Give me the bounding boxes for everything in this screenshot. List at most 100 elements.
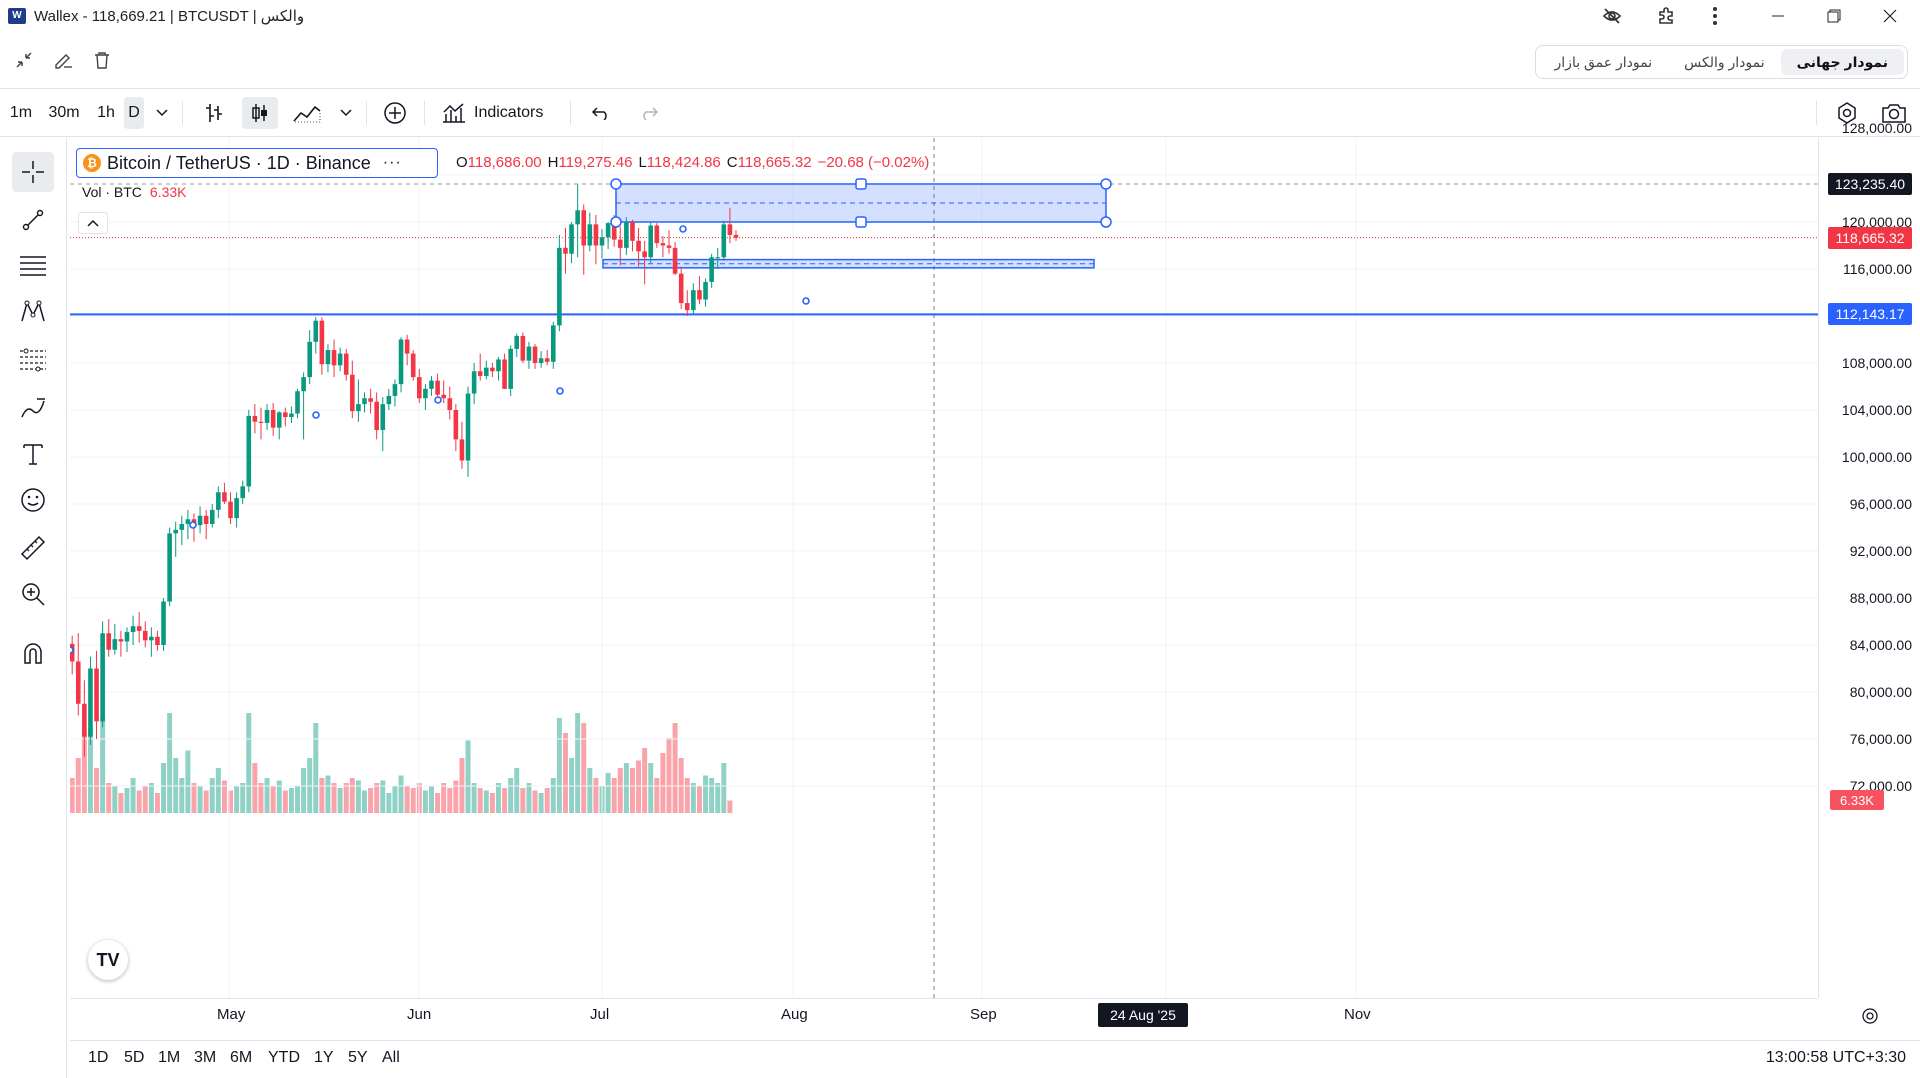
low-key: L <box>638 154 647 171</box>
volume-bar <box>435 793 441 813</box>
candle <box>209 509 215 524</box>
magnet-icon[interactable] <box>12 634 54 674</box>
eye-off-icon[interactable] <box>1600 4 1624 28</box>
candle <box>557 247 562 326</box>
close-button[interactable] <box>1860 0 1920 32</box>
volume-bar <box>258 783 264 813</box>
prediction-tools-icon[interactable] <box>12 340 54 380</box>
redo-icon[interactable] <box>634 97 664 129</box>
candle <box>429 380 434 389</box>
collapse-icon[interactable] <box>12 48 36 72</box>
camera-icon[interactable] <box>1876 97 1912 129</box>
crosshair-time-badge: 24 Aug '25 <box>1098 1003 1188 1027</box>
drawing-handles[interactable] <box>610 178 1112 228</box>
trash-icon[interactable] <box>90 48 114 72</box>
volume-bar <box>374 783 380 813</box>
volume-bar <box>575 713 581 813</box>
candle <box>130 626 136 633</box>
price-label: 120,000.00 <box>1841 214 1912 230</box>
range-5d[interactable]: 5D <box>124 1049 145 1066</box>
drawing-handle[interactable] <box>1100 216 1112 228</box>
range-1y[interactable]: 1Y <box>314 1049 334 1066</box>
ruler-icon[interactable] <box>12 528 54 568</box>
minimize-button[interactable] <box>1748 0 1808 32</box>
chart-type-chevron-icon[interactable] <box>334 97 358 129</box>
drawing-handle[interactable] <box>855 178 867 190</box>
volume-bar <box>215 768 221 813</box>
range-1d[interactable]: 1D <box>88 1049 109 1066</box>
compare-add-icon[interactable] <box>380 97 410 129</box>
restore-button[interactable] <box>1804 0 1864 32</box>
candle <box>307 341 312 378</box>
candle <box>484 367 489 376</box>
volume-bar <box>191 783 197 813</box>
chart-canvas[interactable] <box>70 138 1818 998</box>
interval-1h[interactable]: 1h <box>97 104 115 121</box>
range-6m[interactable]: 6M <box>230 1049 253 1066</box>
volume-bar <box>477 788 483 813</box>
drawing-handle[interactable] <box>855 216 867 228</box>
volume-value: 6.33K <box>149 184 187 200</box>
tradingview-logo[interactable]: TV <box>88 940 128 980</box>
candle <box>216 492 221 510</box>
emoji-icon[interactable] <box>12 480 54 520</box>
range-ytd[interactable]: YTD <box>268 1049 300 1066</box>
volume-bar <box>581 723 587 813</box>
drawing-handle[interactable] <box>610 216 622 228</box>
drawing-handle[interactable] <box>1100 178 1112 190</box>
volume-bar <box>447 788 453 813</box>
drawings-visibility-icon[interactable] <box>52 48 76 72</box>
interval-dropdown-chevron-icon[interactable] <box>150 97 174 129</box>
candle <box>234 498 239 519</box>
fib-retracement-icon[interactable] <box>12 246 54 286</box>
settings-gear-icon[interactable] <box>1830 97 1864 129</box>
trendline-icon[interactable] <box>12 200 54 240</box>
symbol-legend[interactable]: ₿ Bitcoin / TetherUS · 1D · Binance ··· <box>76 148 438 178</box>
undo-icon[interactable] <box>586 97 616 129</box>
indicators-button[interactable]: Indicators <box>474 104 544 121</box>
zoom-in-icon[interactable] <box>12 574 54 614</box>
brush-icon[interactable] <box>12 388 54 428</box>
candle <box>203 515 209 524</box>
interval-30m[interactable]: 30m <box>48 104 80 121</box>
extension-icon[interactable] <box>1654 4 1678 28</box>
text-tool-icon[interactable] <box>12 434 54 474</box>
price-scale[interactable] <box>1818 138 1920 998</box>
range-5y[interactable]: 5Y <box>348 1049 368 1066</box>
drawing-handle[interactable] <box>610 178 622 190</box>
crosshair-icon[interactable] <box>12 152 54 192</box>
more-icon[interactable]: ··· <box>382 154 402 171</box>
candle <box>587 224 593 246</box>
range-1m[interactable]: 1M <box>158 1049 181 1066</box>
candle <box>398 339 404 385</box>
interval-1m[interactable]: 1m <box>9 104 33 121</box>
area-chart-icon[interactable] <box>290 97 324 129</box>
volume-bar <box>550 778 556 813</box>
time-scale[interactable] <box>70 998 1818 1030</box>
interval-d[interactable]: D <box>124 97 144 129</box>
indicators-icon[interactable] <box>440 97 468 129</box>
candle <box>721 224 727 258</box>
volume-bar <box>118 793 124 813</box>
volume-bar <box>179 778 185 813</box>
range-all[interactable]: All <box>382 1049 400 1066</box>
tab-market-depth[interactable]: نمودار عمق بازار <box>1554 53 1653 70</box>
last-price-badge: 118,665.32 <box>1828 226 1912 249</box>
candle <box>563 247 568 254</box>
candle <box>155 636 160 645</box>
kebab-menu-icon[interactable] <box>1703 4 1727 28</box>
pattern-icon[interactable] <box>12 292 54 332</box>
time-settings-gear-icon[interactable] <box>1858 1004 1882 1028</box>
price-label: 104,000.00 <box>1841 402 1912 418</box>
tab-global-chart[interactable]: نمودار جهانی <box>1780 49 1904 75</box>
time-label: Aug <box>781 1006 808 1023</box>
candles-style-icon[interactable] <box>242 97 278 129</box>
volume-bar <box>392 785 398 813</box>
bars-style-icon[interactable] <box>198 97 230 129</box>
candle <box>605 223 611 238</box>
clock[interactable]: 13:00:58 UTC+3:30 <box>1765 1049 1906 1066</box>
candle <box>325 350 331 365</box>
tab-wallex-chart[interactable]: نمودار والکس <box>1684 53 1765 70</box>
collapse-legend-button[interactable] <box>78 212 108 234</box>
range-3m[interactable]: 3M <box>194 1049 217 1066</box>
